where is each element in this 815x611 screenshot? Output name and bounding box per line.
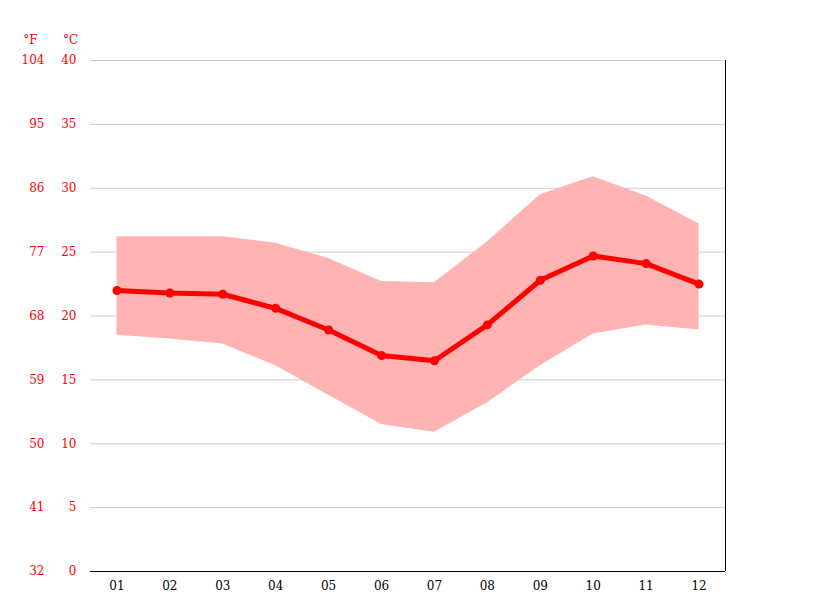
svg-text:95: 95 bbox=[29, 117, 44, 131]
svg-text:20: 20 bbox=[61, 309, 76, 323]
svg-text:104: 104 bbox=[22, 53, 45, 67]
svg-text:°C: °C bbox=[63, 33, 78, 47]
svg-text:15: 15 bbox=[61, 373, 76, 387]
svg-text:03: 03 bbox=[215, 579, 230, 593]
svg-text:35: 35 bbox=[61, 117, 76, 131]
svg-text:12: 12 bbox=[691, 579, 706, 593]
svg-text:09: 09 bbox=[533, 579, 548, 593]
svg-text:68: 68 bbox=[29, 309, 44, 323]
svg-text:01: 01 bbox=[109, 579, 124, 593]
svg-text:04: 04 bbox=[268, 579, 284, 593]
svg-text:10: 10 bbox=[586, 579, 601, 593]
svg-text:30: 30 bbox=[61, 181, 76, 195]
svg-text:08: 08 bbox=[480, 579, 495, 593]
svg-text:41: 41 bbox=[29, 500, 44, 514]
svg-text:40: 40 bbox=[61, 53, 76, 67]
svg-text:05: 05 bbox=[321, 579, 336, 593]
svg-text:5: 5 bbox=[69, 500, 77, 514]
svg-text:86: 86 bbox=[29, 181, 44, 195]
svg-text:11: 11 bbox=[638, 579, 653, 593]
svg-text:0: 0 bbox=[69, 564, 77, 578]
svg-text:06: 06 bbox=[374, 579, 389, 593]
svg-text:77: 77 bbox=[29, 245, 44, 259]
svg-text:07: 07 bbox=[427, 579, 442, 593]
svg-text:°F: °F bbox=[23, 33, 37, 47]
svg-text:25: 25 bbox=[61, 245, 76, 259]
svg-text:59: 59 bbox=[29, 373, 44, 387]
svg-text:10: 10 bbox=[61, 437, 76, 451]
svg-text:50: 50 bbox=[29, 437, 44, 451]
svg-text:02: 02 bbox=[162, 579, 177, 593]
svg-text:32: 32 bbox=[29, 564, 44, 578]
